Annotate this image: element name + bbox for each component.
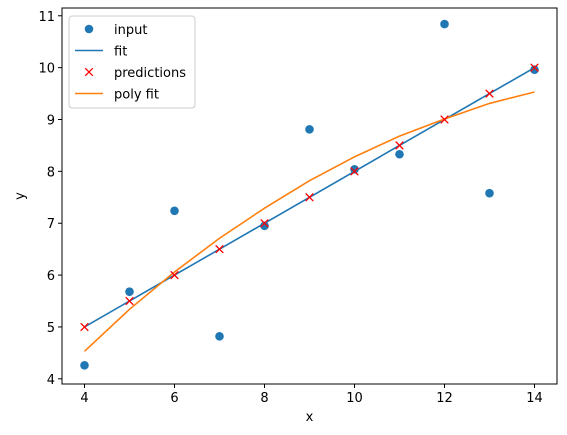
data-point-input <box>530 65 539 75</box>
y-axis-label: y <box>13 192 28 200</box>
y-tick-label: 10 <box>38 62 55 77</box>
data-point-predictions <box>485 89 494 98</box>
data-point-input <box>125 287 134 296</box>
legend-label-input: input <box>114 23 147 38</box>
legend-frame <box>68 15 196 109</box>
data-point-predictions <box>80 322 89 332</box>
legend-handle-input <box>84 24 94 34</box>
data-point-predictions <box>305 193 314 202</box>
y-tick-label: 6 <box>47 269 55 284</box>
legend-label-poly-fit: poly fit <box>114 88 159 103</box>
y-tick-label: 9 <box>47 114 55 129</box>
x-axis: 4 6 8 10 12 14 <box>80 384 543 406</box>
data-point-predictions <box>350 167 359 176</box>
plot-frame <box>61 7 558 385</box>
legend-label-predictions: predictions <box>114 66 186 81</box>
y-tick-label: 4 <box>47 373 55 388</box>
data-point-predictions <box>170 270 179 280</box>
y-axis: 4 5 6 7 8 9 10 11 <box>38 10 62 388</box>
data-point-predictions <box>215 244 224 254</box>
data-point-predictions <box>440 115 449 124</box>
y-tick-label: 8 <box>47 165 55 180</box>
data-point-predictions <box>530 63 539 72</box>
y-tick-label: 5 <box>47 321 55 336</box>
data-point-predictions <box>125 296 134 306</box>
data-point-input <box>80 361 89 370</box>
x-tick-label: 6 <box>170 391 178 406</box>
plot-area <box>80 19 539 370</box>
data-point-input <box>260 221 269 231</box>
series-line-poly-fit <box>83 91 535 352</box>
legend-label-fit: fit <box>114 45 127 60</box>
data-point-input <box>485 188 494 198</box>
x-tick-label: 4 <box>80 391 88 406</box>
data-point-input <box>170 206 179 216</box>
data-point-predictions <box>260 218 269 228</box>
y-tick-label: 11 <box>38 10 55 25</box>
data-point-input <box>395 149 404 159</box>
data-point-input <box>215 331 224 341</box>
y-tick-label: 7 <box>47 217 55 232</box>
x-tick-label: 14 <box>526 391 543 406</box>
data-point-input <box>305 125 314 134</box>
x-axis-label: x <box>306 410 314 425</box>
data-point-predictions <box>395 141 404 150</box>
x-tick-label: 12 <box>436 391 453 406</box>
data-point-input <box>440 19 449 29</box>
legend: input fit predictions poly fit <box>68 15 196 109</box>
x-tick-label: 10 <box>346 391 363 406</box>
x-tick-label: 8 <box>260 391 268 406</box>
legend-handle-predictions <box>84 67 94 77</box>
data-point-input <box>350 164 359 174</box>
